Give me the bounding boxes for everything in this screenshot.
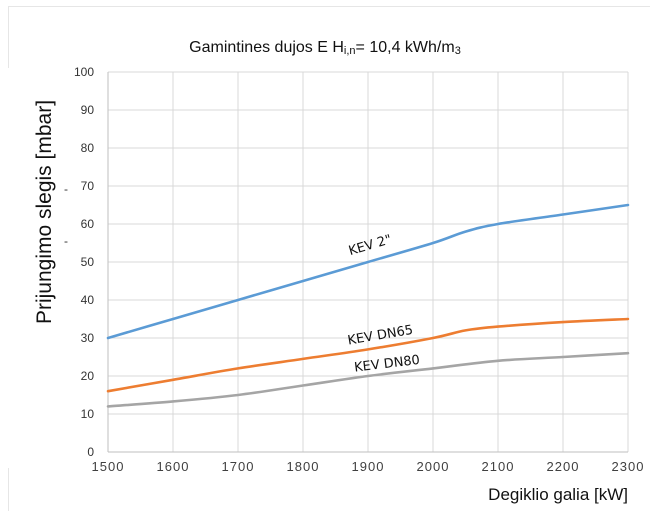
- chart-frame-left-border-lower: [8, 468, 9, 511]
- curve-label-kev-dn65: KEV DN65: [347, 323, 415, 349]
- stray-mark: -: [64, 182, 68, 196]
- y-tick-label: 70: [81, 179, 95, 193]
- y-tick-label: 30: [81, 331, 95, 345]
- stray-mark: -: [64, 234, 68, 248]
- x-tick-label: 2000: [417, 459, 450, 474]
- x-axis-label: Degiklio galia [kW]: [488, 485, 628, 504]
- series-line-kev-dn65: [106, 317, 630, 393]
- series-lines: [106, 203, 630, 408]
- axes: [107, 72, 628, 453]
- x-tick-label: 2100: [482, 459, 515, 474]
- x-tick-label: 2300: [612, 459, 645, 474]
- chart-title-subscript: i,n: [343, 45, 356, 57]
- y-tick-label: 10: [81, 407, 95, 421]
- chart-frame-top-border: [8, 6, 650, 7]
- x-tick-label: 1700: [222, 459, 255, 474]
- x-tick-label: 2200: [547, 459, 580, 474]
- x-tick-label: 1800: [287, 459, 320, 474]
- y-tick-label: 20: [81, 369, 95, 383]
- series-line-kev-dn80: [106, 351, 630, 408]
- chart-frame-left-border: [8, 6, 9, 68]
- x-tick-label: 1600: [157, 459, 190, 474]
- y-tick-label: 80: [81, 141, 95, 155]
- chart-title-main: Gamintines dujos E H: [189, 39, 344, 56]
- x-tick-label: 1900: [352, 459, 385, 474]
- curve-label-kev-2: KEV 2": [347, 232, 393, 259]
- y-tick-label: 50: [81, 255, 95, 269]
- y-tick-label: 90: [81, 103, 95, 117]
- y-tick-label: 100: [74, 65, 94, 79]
- series-line-kev-2: [106, 203, 630, 340]
- chart-title-suffix: = 10,4 kWh/m: [355, 39, 455, 56]
- chart-title: Gamintines dujos E Hi,n= 10,4 kWh/m3: [0, 39, 650, 57]
- x-tick-label: 1500: [92, 459, 125, 474]
- y-tick-label: 40: [81, 293, 95, 307]
- y-tick-label: 60: [81, 217, 95, 231]
- chart-title-suffix-subscript: 3: [454, 45, 461, 57]
- y-tick-label: 0: [87, 445, 94, 459]
- tick-labels: 0 10 20 30 40 50 60 70 80 90 100 1500 1600 1700 1800 19…: [74, 65, 645, 474]
